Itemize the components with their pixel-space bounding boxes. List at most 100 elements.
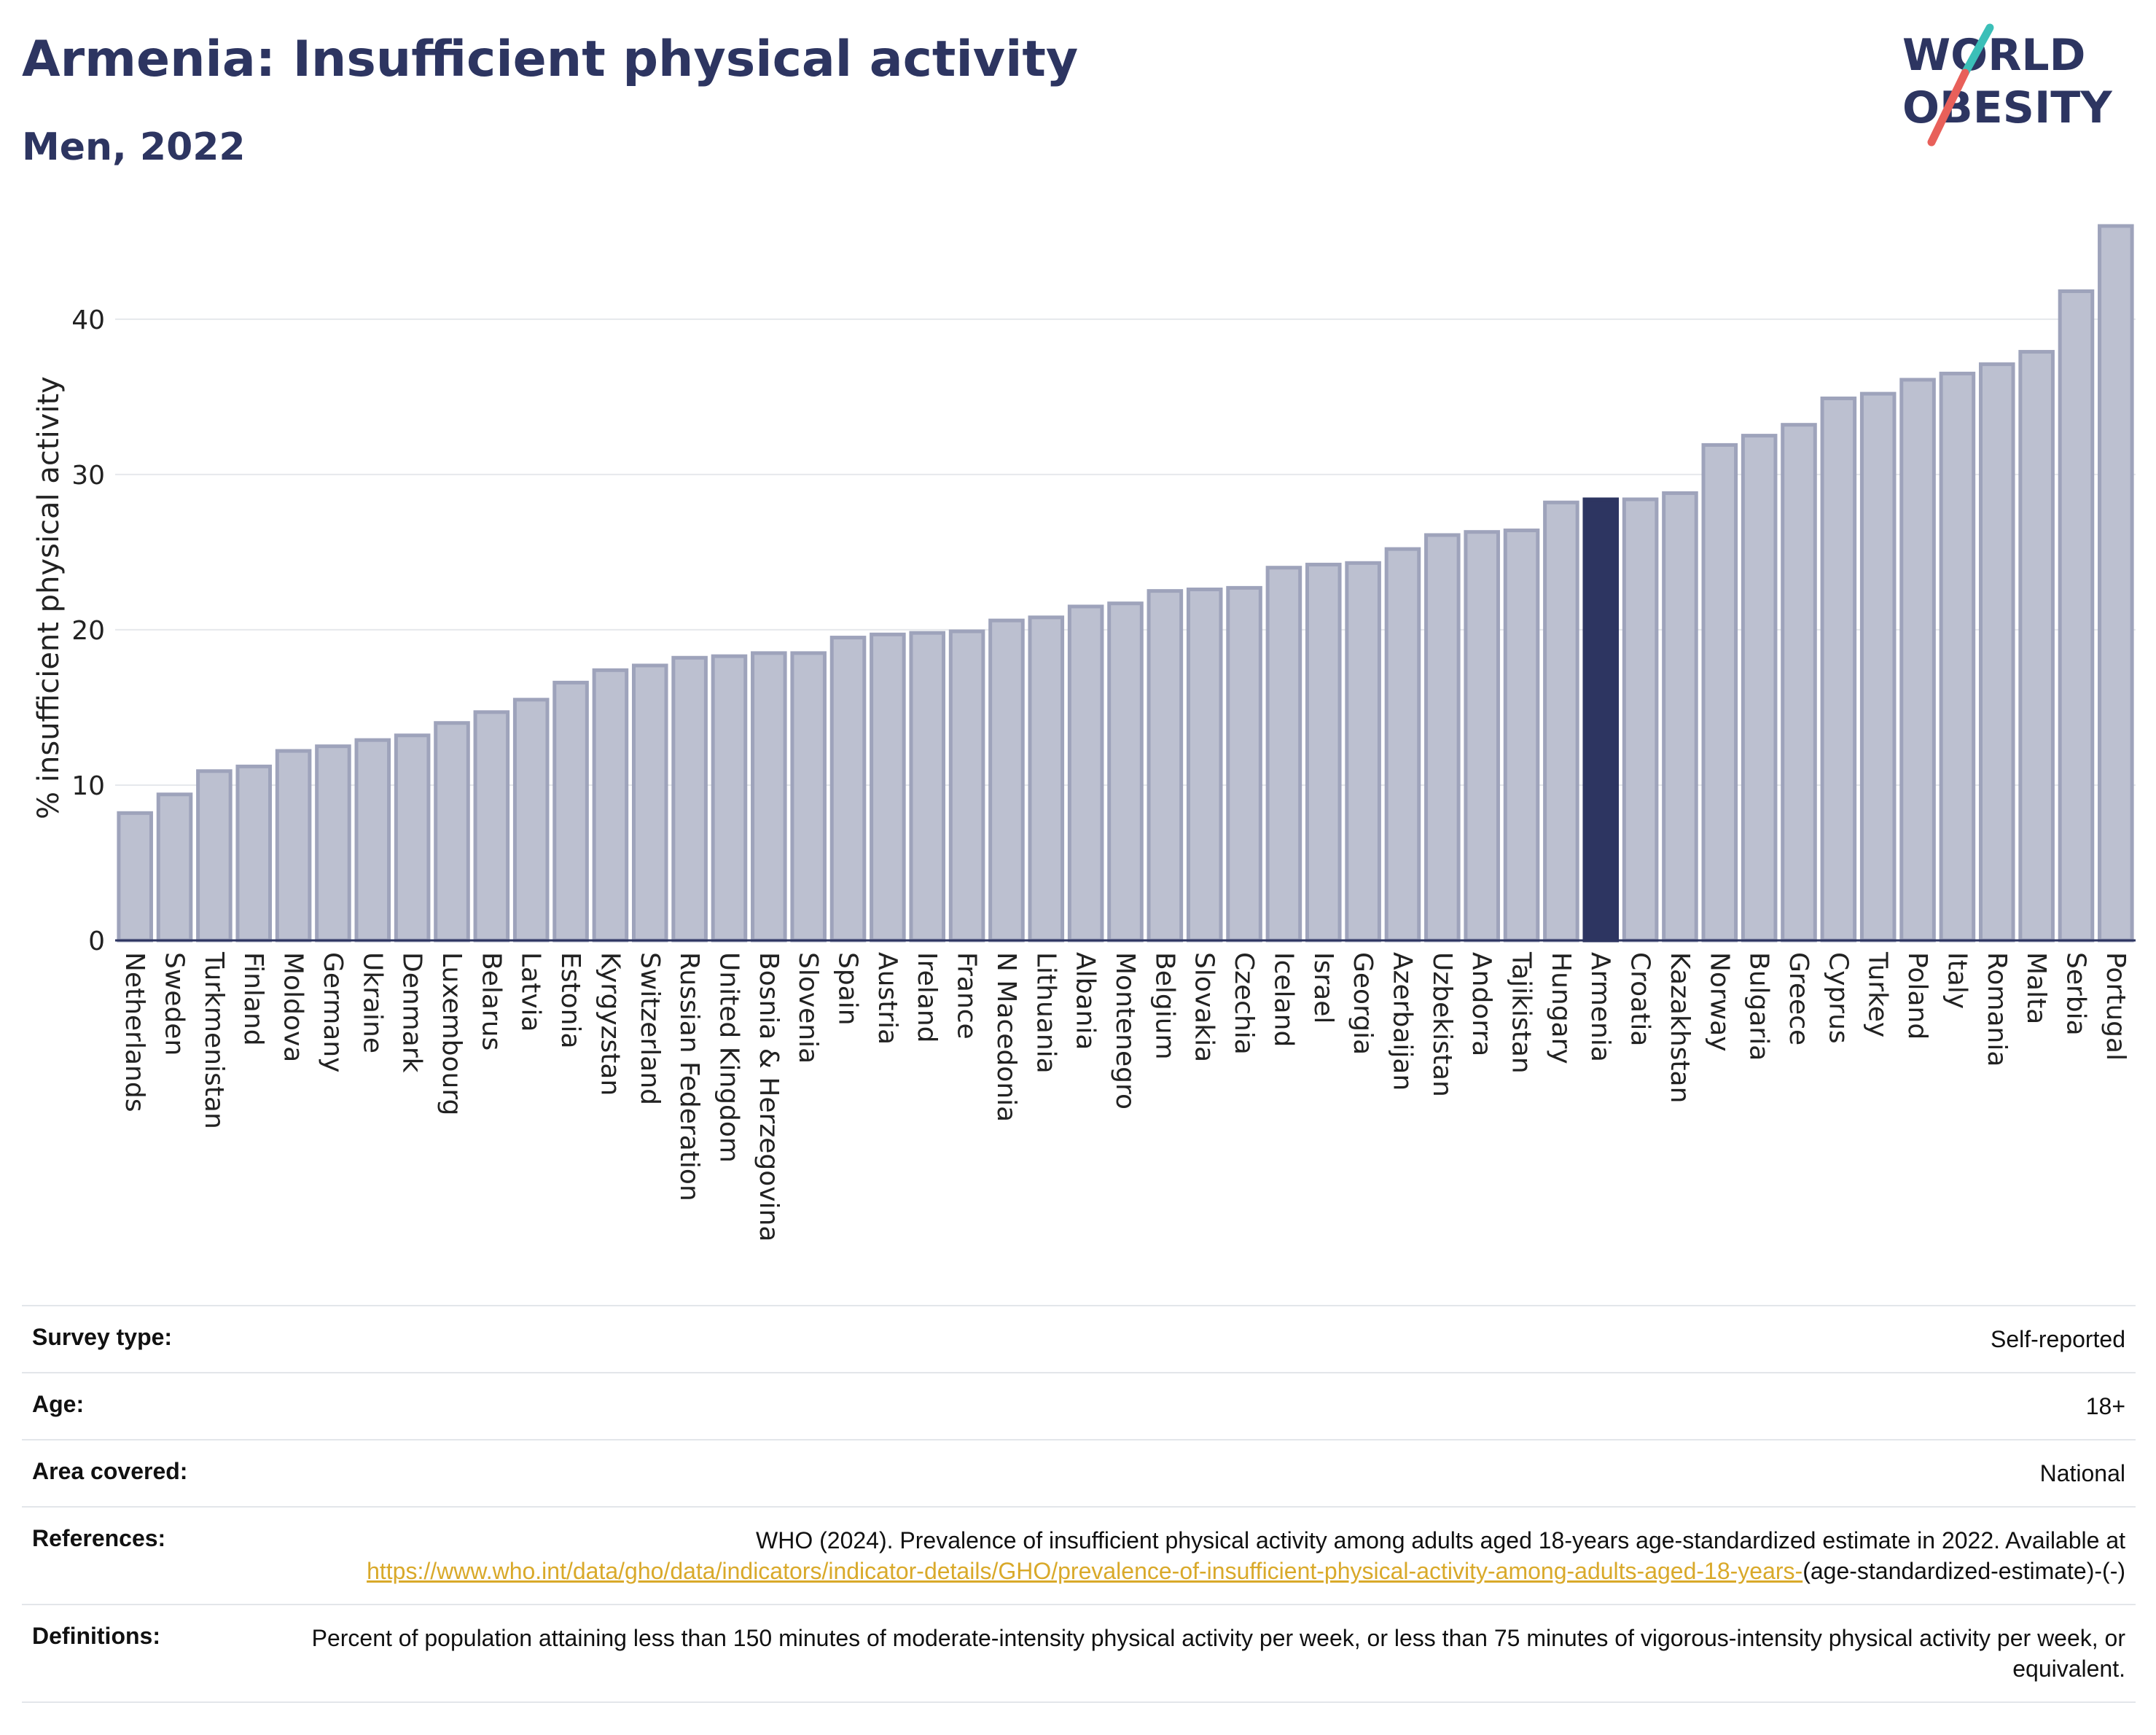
bar-georgia: [1345, 561, 1381, 943]
info-row-age: Age: 18+: [22, 1373, 2136, 1440]
definitions-label: Definitions:: [32, 1623, 160, 1649]
y-tick-label: 40: [71, 305, 105, 335]
x-tick-label: Luxembourg: [437, 952, 466, 1115]
bar-montenegro: [1107, 601, 1144, 943]
references-value: WHO (2024). Prevalence of insufficient p…: [290, 1507, 2136, 1605]
x-tick-label: Serbia: [2061, 952, 2090, 1036]
bar-kyrgyzstan: [592, 668, 629, 943]
x-tick-label: Malta: [2021, 952, 2051, 1024]
x-tick-label: Norway: [1704, 952, 1734, 1052]
bar-belarus: [473, 710, 510, 943]
world-obesity-logo: WORLD OBESITY: [1902, 23, 2113, 147]
references-link[interactable]: https://www.who.int/data/gho/data/indica…: [367, 1558, 1803, 1584]
x-tick-label: Slovenia: [793, 952, 823, 1064]
x-tick-label: Turkey: [1863, 951, 1893, 1037]
chart-title: Armenia: Insufficient physical activity: [22, 31, 1079, 88]
bar-portugal: [2098, 224, 2134, 943]
x-tick-label: Albania: [1071, 952, 1101, 1050]
bar-switzerland: [631, 663, 668, 943]
bar-netherlands: [117, 811, 153, 943]
x-tick-label: Finland: [238, 952, 268, 1046]
bar-bosnia-herzegovina: [751, 651, 787, 943]
x-tick-label: Azerbaijan: [1387, 952, 1417, 1091]
bar-ireland: [909, 631, 946, 943]
x-tick-label: France: [952, 952, 982, 1040]
bar-italy: [1939, 371, 1976, 943]
x-tick-label: Turkmenistan: [199, 951, 229, 1129]
area-label: Area covered:: [32, 1458, 188, 1484]
bar-lithuania: [1028, 615, 1065, 943]
references-label: References:: [32, 1525, 166, 1551]
x-tick-label: Georgia: [1348, 952, 1378, 1055]
bar-moldova: [275, 749, 312, 943]
x-tick-label: Russian Federation: [674, 952, 704, 1201]
y-tick-label: 30: [71, 461, 105, 491]
bar-hungary: [1543, 500, 1579, 943]
x-tick-label: Romania: [1982, 952, 2012, 1067]
x-tick-label: Moldova: [278, 952, 308, 1062]
x-tick-label: Kazakhstan: [1665, 952, 1695, 1103]
x-tick-label: Poland: [1902, 952, 1932, 1040]
x-tick-label: United Kingdom: [714, 952, 743, 1163]
bar-serbia: [2058, 289, 2095, 943]
bar-n-macedonia: [988, 618, 1025, 943]
definitions-value: Percent of population attaining less tha…: [311, 1625, 2125, 1682]
bar-luxembourg: [434, 721, 470, 943]
bar-israel: [1305, 562, 1342, 943]
x-tick-label: N Macedonia: [991, 952, 1021, 1122]
info-row-survey-type: Survey type: Self-reported: [22, 1306, 2136, 1373]
x-tick-label: Greece: [1784, 952, 1813, 1045]
survey-type-label: Survey type:: [32, 1324, 173, 1350]
x-tick-label: Bosnia & Herzegovina: [754, 952, 784, 1241]
x-tick-label: Andorra: [1466, 952, 1496, 1056]
bar-cyprus: [1820, 396, 1857, 943]
bar-germany: [315, 744, 351, 943]
bar-iceland: [1265, 566, 1302, 943]
x-tick-label: Estonia: [555, 952, 585, 1049]
y-axis-title: % insufficient physical activity: [32, 376, 66, 819]
x-tick-label: Slovakia: [1190, 952, 1219, 1062]
x-tick-label: Tajikistan: [1507, 951, 1536, 1074]
x-tick-labels: Netherlands Sweden Turkmenistan Finland Mold…: [120, 951, 2130, 1241]
bar-estonia: [552, 680, 589, 943]
age-label: Age:: [32, 1391, 85, 1417]
x-tick-label: Cyprus: [1823, 952, 1853, 1044]
bar-united-kingdom: [711, 654, 748, 943]
bar-latvia: [512, 698, 550, 943]
x-tick-label: Sweden: [160, 952, 190, 1056]
references-suffix: (age-standardized-estimate)-(-): [1802, 1558, 2125, 1584]
bar-czechia: [1226, 585, 1262, 943]
bar-turkmenistan: [196, 769, 233, 943]
y-tick-label: 0: [88, 927, 105, 956]
bar-belgium: [1147, 589, 1184, 943]
x-tick-label: Israel: [1308, 952, 1338, 1024]
x-tick-label: Switzerland: [635, 952, 665, 1105]
x-tick-label: Lithuania: [1031, 952, 1061, 1074]
x-tick-label: Ireland: [912, 952, 942, 1043]
bar-uzbekistan: [1424, 533, 1461, 943]
bar-spain: [829, 636, 867, 943]
x-tick-label: Czechia: [1229, 952, 1259, 1055]
bar-romania: [1978, 362, 2015, 943]
y-tick-label: 20: [71, 616, 105, 646]
bar-slovenia: [790, 651, 827, 943]
bar-armenia: [1582, 497, 1620, 943]
bar-norway: [1701, 442, 1738, 943]
bar-denmark: [394, 733, 431, 943]
x-tick-label: Ukraine: [357, 952, 387, 1053]
bar-chart: 0 10 20 30 40 Netherlands Sweden Turkmenistan F…: [32, 224, 2136, 1241]
x-tick-label: Austria: [872, 952, 902, 1045]
x-tick-label: Uzbekistan: [1427, 952, 1457, 1097]
bar-croatia: [1622, 497, 1659, 943]
age-value: 18+: [2085, 1393, 2125, 1419]
x-tick-label: Germany: [318, 952, 348, 1072]
x-tick-label: Hungary: [1546, 952, 1576, 1064]
x-tick-label: Denmark: [397, 952, 427, 1073]
references-text: WHO (2024). Prevalence of insufficient p…: [756, 1527, 2125, 1553]
info-row-references: References: WHO (2024). Prevalence of in…: [22, 1507, 2136, 1605]
bar-slovakia: [1186, 588, 1223, 943]
bar-andorra: [1464, 530, 1500, 943]
bar-france: [948, 629, 985, 943]
x-tick-label: Montenegro: [1110, 952, 1140, 1110]
x-tick-label: Belarus: [476, 952, 506, 1050]
